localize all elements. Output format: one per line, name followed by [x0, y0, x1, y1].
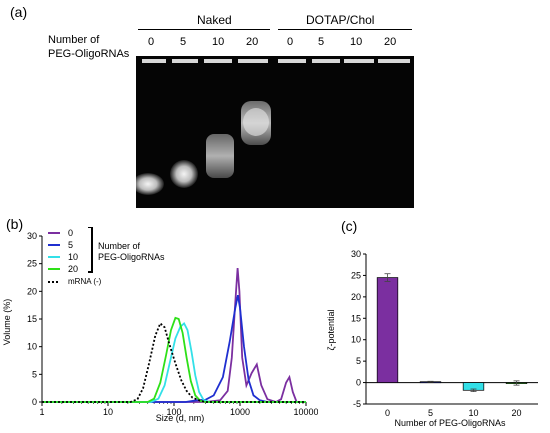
group-naked-underline: [138, 29, 270, 30]
bar: [376, 277, 399, 383]
legend-title: PEG-OligoRNAs: [98, 252, 165, 262]
x-tick-label: 10: [468, 408, 478, 418]
panel-b-label: (b): [6, 216, 24, 232]
gel-well: [204, 59, 232, 63]
lane-label: 10: [212, 36, 225, 48]
dls-ylabel: Volume (%): [2, 299, 12, 346]
legend-item: mRNA (-): [68, 277, 102, 286]
x-tick-label: 10: [103, 407, 113, 417]
legend-item: 10: [68, 252, 79, 262]
x-tick-label: 10000: [293, 407, 318, 417]
x-tick-label: 20: [511, 408, 521, 418]
x-tick-label: 5: [428, 408, 433, 418]
y-tick-label: -5: [353, 399, 361, 409]
gel-band: [206, 134, 234, 178]
x-tick-label: 0: [385, 408, 390, 418]
group-dotap-underline: [278, 29, 412, 30]
series-line: [42, 316, 306, 403]
zeta-axes: -5 0 5 10 15 20 25 30: [351, 249, 538, 409]
gel-band: [170, 160, 198, 188]
gel-band: [136, 173, 164, 195]
x-tick-label: 1000: [230, 407, 250, 417]
group-dotap-label: DOTAP/Chol: [306, 13, 375, 27]
row-label-line1: Number of: [48, 34, 100, 46]
y-tick-label: 20: [27, 286, 37, 296]
y-tick-label: 15: [351, 313, 361, 323]
y-tick-label: 0: [32, 397, 37, 407]
gel-well: [378, 59, 410, 63]
zeta-ylabel: ζ-potential: [326, 310, 336, 351]
lane-label: 0: [287, 36, 294, 48]
legend-bracket: [88, 227, 93, 273]
legend-swatches: [48, 227, 93, 283]
row-label-line2: PEG-OligoRNAs: [48, 48, 130, 60]
dls-xlabel: Size (d, nm): [156, 413, 205, 423]
series-line: [42, 321, 306, 403]
y-tick-label: 15: [27, 314, 37, 324]
zeta-bars: 0 5 10 20: [376, 273, 528, 418]
panel-a-label: (a): [10, 4, 28, 20]
y-tick-label: 5: [356, 356, 361, 366]
gel-wells: [142, 59, 410, 63]
gel-well: [278, 59, 306, 63]
legend-item: 0: [68, 228, 74, 238]
legend-item: 20: [68, 264, 79, 274]
x-tick-label: 1: [39, 407, 44, 417]
y-tick-label: 30: [27, 231, 37, 241]
y-tick-label: 10: [351, 335, 361, 345]
legend-item: 5: [68, 240, 74, 250]
zeta-xlabel: Number of PEG-OligoRNAs: [394, 418, 506, 428]
gel-well: [238, 59, 268, 63]
panel-c-label: (c): [341, 218, 358, 234]
lane-label: 5: [180, 36, 187, 48]
series-line: [42, 321, 306, 403]
lane-label: 10: [350, 36, 363, 48]
y-tick-label: 30: [351, 249, 361, 259]
y-tick-label: 20: [351, 292, 361, 302]
group-naked-label: Naked: [197, 13, 232, 27]
legend-title: Number of: [98, 241, 141, 251]
lane-label: 20: [246, 36, 259, 48]
gel-image: [136, 56, 414, 208]
gel-well: [172, 59, 198, 63]
x-tick-label: 100: [166, 407, 181, 417]
y-tick-label: 25: [27, 259, 37, 269]
gel-well: [142, 59, 166, 63]
lane-label: 5: [318, 36, 325, 48]
y-tick-label: 5: [32, 369, 37, 379]
dls-series: [42, 268, 306, 403]
gel-band: [243, 108, 269, 136]
gel-well: [344, 59, 374, 63]
lane-label: 20: [384, 36, 397, 48]
gel-well: [312, 59, 340, 63]
y-tick-label: 0: [356, 378, 361, 388]
zeta-chart: -5 0 5 10 15 20 25 30 0 5 10 20 Number of PEG-Olig…: [326, 249, 538, 428]
dls-legend: 0 5 10 20 mRNA (-) Number of PEG-OligoRN…: [48, 227, 198, 307]
y-tick-label: 10: [27, 342, 37, 352]
y-tick-label: 25: [351, 270, 361, 280]
lane-label: 0: [148, 36, 155, 48]
series-line: [42, 295, 306, 403]
series-line: [42, 268, 306, 403]
